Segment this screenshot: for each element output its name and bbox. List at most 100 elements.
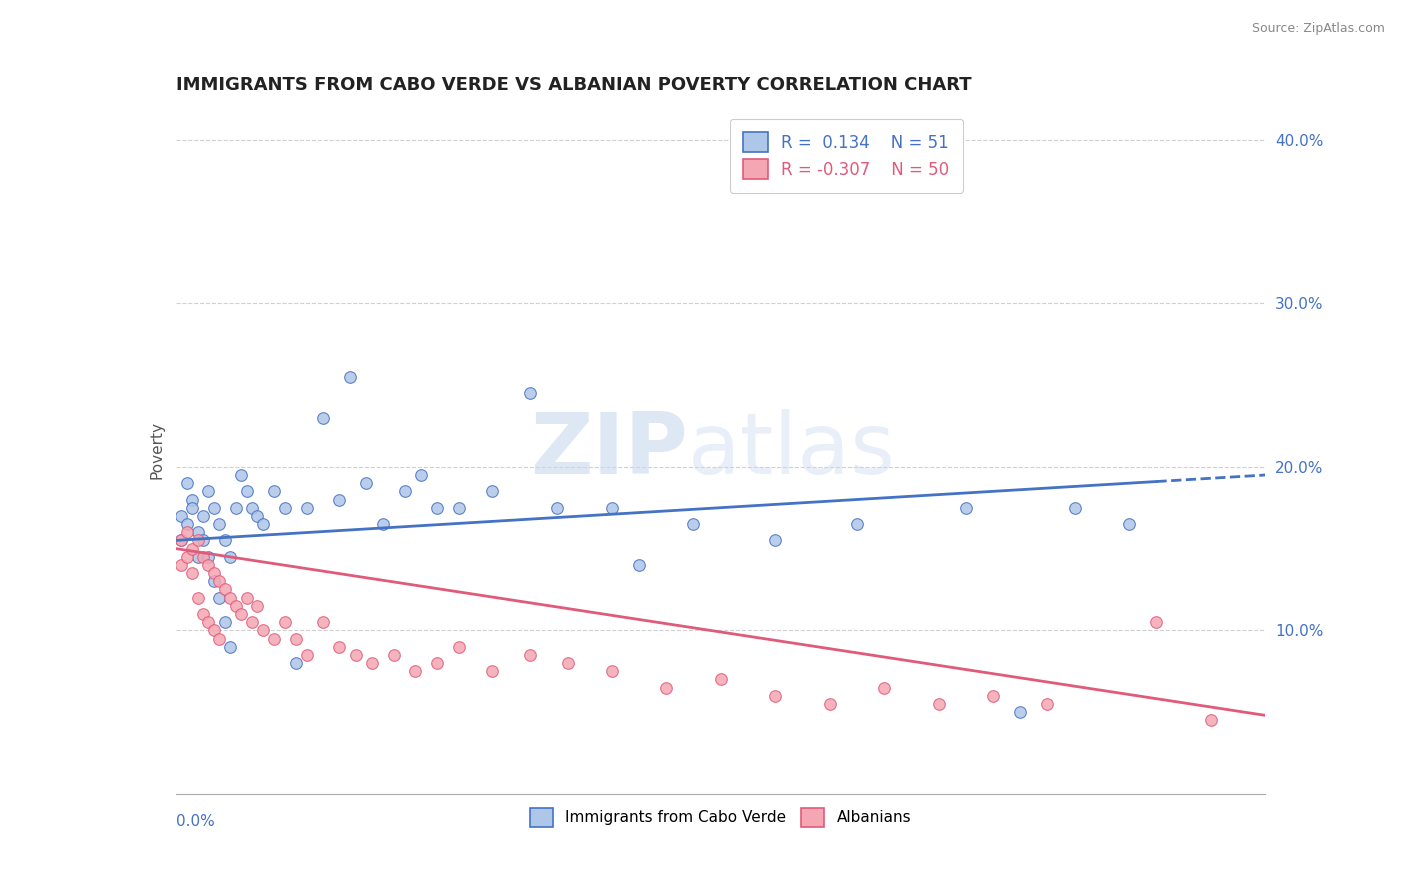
- Point: [928, 697, 950, 711]
- Point: [225, 500, 247, 515]
- Point: [246, 599, 269, 613]
- Point: [246, 508, 269, 523]
- Point: [186, 549, 209, 564]
- Point: [181, 500, 204, 515]
- Point: [981, 689, 1004, 703]
- Point: [214, 582, 236, 597]
- Point: [202, 624, 225, 638]
- Point: [235, 591, 257, 605]
- Point: [202, 574, 225, 589]
- Point: [240, 500, 263, 515]
- Point: [627, 558, 650, 572]
- Point: [170, 533, 193, 548]
- Point: [426, 500, 449, 515]
- Point: [600, 500, 623, 515]
- Point: [312, 410, 335, 425]
- Point: [1199, 714, 1222, 728]
- Point: [274, 615, 297, 630]
- Point: [176, 525, 198, 540]
- Point: [328, 492, 350, 507]
- Point: [208, 632, 231, 646]
- Point: [763, 689, 786, 703]
- Point: [225, 599, 247, 613]
- Point: [873, 681, 896, 695]
- Point: [197, 558, 219, 572]
- Text: ZIP: ZIP: [530, 409, 688, 492]
- Point: [519, 648, 541, 662]
- Point: [186, 525, 209, 540]
- Point: [284, 656, 307, 670]
- Text: 0.0%: 0.0%: [176, 814, 215, 830]
- Point: [170, 558, 193, 572]
- Point: [231, 607, 253, 621]
- Point: [447, 640, 470, 654]
- Point: [219, 591, 242, 605]
- Point: [1144, 615, 1167, 630]
- Point: [339, 369, 361, 384]
- Point: [1118, 516, 1140, 531]
- Point: [955, 500, 977, 515]
- Point: [818, 697, 841, 711]
- Point: [263, 484, 285, 499]
- Point: [170, 533, 193, 548]
- Point: [546, 500, 568, 515]
- Point: [557, 656, 579, 670]
- Point: [197, 484, 219, 499]
- Point: [682, 516, 704, 531]
- Point: [181, 566, 204, 580]
- Point: [181, 541, 204, 556]
- Point: [231, 467, 253, 482]
- Point: [176, 516, 198, 531]
- Point: [263, 632, 285, 646]
- Point: [197, 549, 219, 564]
- Point: [214, 533, 236, 548]
- Point: [710, 673, 733, 687]
- Point: [219, 549, 242, 564]
- Point: [208, 516, 231, 531]
- Point: [360, 656, 382, 670]
- Point: [356, 476, 378, 491]
- Point: [208, 591, 231, 605]
- Point: [344, 648, 367, 662]
- Point: [252, 516, 274, 531]
- Point: [295, 648, 318, 662]
- Point: [409, 467, 432, 482]
- Point: [519, 386, 541, 401]
- Point: [295, 500, 318, 515]
- Point: [371, 516, 394, 531]
- Text: atlas: atlas: [688, 409, 896, 492]
- Text: IMMIGRANTS FROM CABO VERDE VS ALBANIAN POVERTY CORRELATION CHART: IMMIGRANTS FROM CABO VERDE VS ALBANIAN P…: [176, 77, 972, 95]
- Point: [394, 484, 416, 499]
- Point: [655, 681, 678, 695]
- Point: [170, 508, 193, 523]
- Point: [382, 648, 405, 662]
- Point: [252, 624, 274, 638]
- Point: [176, 476, 198, 491]
- Point: [208, 574, 231, 589]
- Y-axis label: Poverty: Poverty: [149, 421, 165, 480]
- Point: [197, 615, 219, 630]
- Point: [202, 566, 225, 580]
- Point: [328, 640, 350, 654]
- Point: [600, 664, 623, 679]
- Point: [1063, 500, 1085, 515]
- Point: [191, 607, 214, 621]
- Point: [191, 533, 214, 548]
- Point: [240, 615, 263, 630]
- Point: [202, 500, 225, 515]
- Point: [481, 664, 503, 679]
- Legend: Immigrants from Cabo Verde, Albanians: Immigrants from Cabo Verde, Albanians: [522, 800, 920, 834]
- Point: [1036, 697, 1059, 711]
- Point: [191, 549, 214, 564]
- Point: [181, 492, 204, 507]
- Point: [1010, 705, 1032, 719]
- Point: [447, 500, 470, 515]
- Point: [235, 484, 257, 499]
- Point: [426, 656, 449, 670]
- Point: [219, 640, 242, 654]
- Text: Source: ZipAtlas.com: Source: ZipAtlas.com: [1251, 22, 1385, 36]
- Point: [284, 632, 307, 646]
- Point: [191, 508, 214, 523]
- Point: [405, 664, 427, 679]
- Point: [312, 615, 335, 630]
